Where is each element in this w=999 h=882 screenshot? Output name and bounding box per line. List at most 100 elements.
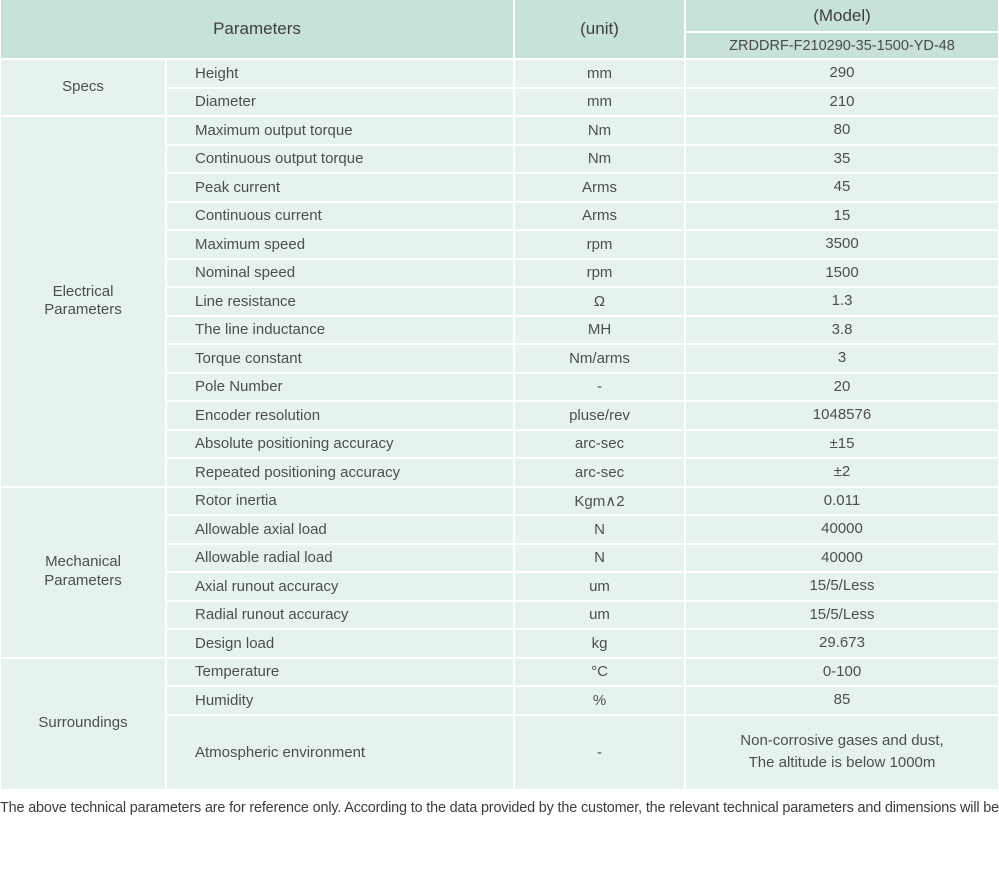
group-label: Surroundings — [0, 656, 167, 790]
value-cell: 1500 — [684, 257, 999, 288]
value-cell: Non-corrosive gases and dust, The altitu… — [684, 713, 999, 790]
parameter-cell: Allowable radial load — [165, 542, 515, 573]
unit-cell: pluse/rev — [513, 400, 686, 431]
parameter-cell: Maximum output torque — [165, 115, 515, 146]
value-cell: 3.8 — [684, 314, 999, 345]
parameter-cell: Repeated positioning accuracy — [165, 457, 515, 488]
table-row: Humidity% 85 — [1, 685, 999, 716]
table-row: Line resistance Ω 1.3 — [1, 286, 999, 317]
unit-cell: Ω — [513, 286, 686, 317]
unit-cell: % — [513, 685, 686, 716]
parameter-cell: Line resistance — [165, 286, 515, 317]
header-model: (Model) — [684, 0, 999, 33]
value-cell: 3 — [684, 343, 999, 374]
unit-cell: mm — [513, 86, 686, 117]
unit-cell: °C — [513, 656, 686, 687]
unit-cell: mm — [513, 58, 686, 89]
parameter-cell: Height — [165, 58, 515, 89]
value-cell: 0.011 — [684, 485, 999, 516]
parameter-cell: Peak current — [165, 172, 515, 203]
spec-table: Parameters (unit) (Model) ZRDDRF-F210290… — [0, 0, 999, 790]
value-cell: 85 — [684, 685, 999, 716]
unit-cell: Nm — [513, 115, 686, 146]
parameter-cell: Axial runout accuracy — [165, 571, 515, 602]
parameter-cell: Torque constant — [165, 343, 515, 374]
value-cell: 15 — [684, 200, 999, 231]
unit-cell: - — [513, 713, 686, 790]
value-cell: 1048576 — [684, 400, 999, 431]
value-cell: 3500 — [684, 229, 999, 260]
group-label: Specs — [0, 58, 167, 117]
value-cell: 40000 — [684, 542, 999, 573]
table-row: Design load kg 29.673 — [1, 628, 999, 659]
table-row: Repeated positioning accuracy arc-sec ±2 — [1, 457, 999, 488]
unit-cell: um — [513, 571, 686, 602]
spec-table-header: Parameters (unit) (Model) ZRDDRF-F210290… — [0, 0, 999, 60]
unit-cell: Nm — [513, 143, 686, 174]
unit-cell: Kgm∧2 — [513, 485, 686, 516]
unit-cell: arc-sec — [513, 428, 686, 459]
table-row: Atmospheric environment - Non-corrosive ga… — [1, 713, 999, 790]
table-row: Peak current Arms 45 — [1, 172, 999, 203]
unit-cell: MH — [513, 314, 686, 345]
footnote: The above technical parameters are for r… — [0, 799, 999, 816]
header-model-value: ZRDDRF-F210290-35-1500-YD-48 — [684, 31, 999, 60]
unit-cell: Nm/arms — [513, 343, 686, 374]
parameter-cell: Continuous output torque — [165, 143, 515, 174]
table-row: Allowable axial load N 40000 — [1, 514, 999, 545]
parameter-cell: Maximum speed — [165, 229, 515, 260]
parameter-cell: Continuous current — [165, 200, 515, 231]
parameter-cell: Radial runout accuracy — [165, 599, 515, 630]
table-row: Electrical Parameters Maximum output torq… — [0, 115, 999, 488]
header-parameters: Parameters — [0, 0, 515, 60]
table-row: Axial runout accuracy um 15/5/Less — [1, 571, 999, 602]
parameter-cell: The line inductance — [165, 314, 515, 345]
unit-cell: Arms — [513, 172, 686, 203]
value-cell: 290 — [684, 58, 999, 89]
value-cell: 35 — [684, 143, 999, 174]
group-label: Mechanical Parameters — [0, 485, 167, 659]
parameter-cell: Humidity — [165, 685, 515, 716]
parameter-cell: Pole Number — [165, 371, 515, 402]
value-cell: 0-100 — [684, 656, 999, 687]
value-cell: 40000 — [684, 514, 999, 545]
unit-cell: um — [513, 599, 686, 630]
value-cell: ±2 — [684, 457, 999, 488]
unit-cell: N — [513, 514, 686, 545]
header-unit: (unit) — [513, 0, 686, 60]
unit-cell: kg — [513, 628, 686, 659]
parameter-cell: Encoder resolution — [165, 400, 515, 431]
value-cell: 45 — [684, 172, 999, 203]
parameter-cell: Design load — [165, 628, 515, 659]
unit-cell: N — [513, 542, 686, 573]
unit-cell: arc-sec — [513, 457, 686, 488]
spec-table-body: Specs Height mm 290 Diameter mm 210 Electrical … — [0, 58, 999, 790]
parameter-cell: Nominal speed — [165, 257, 515, 288]
value-cell: 210 — [684, 86, 999, 117]
value-cell: 29.673 — [684, 628, 999, 659]
parameter-cell: Rotor inertia — [165, 485, 515, 516]
table-row: Radial runout accuracy um 15/5/Less — [1, 599, 999, 630]
table-row: Mechanical Parameters Rotor inertia Kgm∧2 0… — [0, 485, 999, 659]
value-cell: 15/5/Less — [684, 599, 999, 630]
parameter-cell: Allowable axial load — [165, 514, 515, 545]
table-row: Allowable radial load N 40000 — [1, 542, 999, 573]
table-row: Absolute positioning accuracy arc-sec ±15 — [1, 428, 999, 459]
value-cell: ±15 — [684, 428, 999, 459]
table-row: Maximum speed rpm 3500 — [1, 229, 999, 260]
table-row: Specs Height mm 290 — [0, 58, 999, 117]
table-row: Torque constant Nm/arms 3 — [1, 343, 999, 374]
value-cell: 80 — [684, 115, 999, 146]
table-row: The line inductance MH 3.8 — [1, 314, 999, 345]
unit-cell: Arms — [513, 200, 686, 231]
value-cell: 1.3 — [684, 286, 999, 317]
parameter-cell: Absolute positioning accuracy — [165, 428, 515, 459]
value-cell: 15/5/Less — [684, 571, 999, 602]
table-row: Surroundings Temperature °C 0-100 — [0, 656, 999, 790]
unit-cell: rpm — [513, 229, 686, 260]
parameter-cell: Atmospheric environment — [165, 713, 515, 790]
group-label: Electrical Parameters — [0, 115, 167, 488]
parameter-cell: Diameter — [165, 86, 515, 117]
unit-cell: rpm — [513, 257, 686, 288]
